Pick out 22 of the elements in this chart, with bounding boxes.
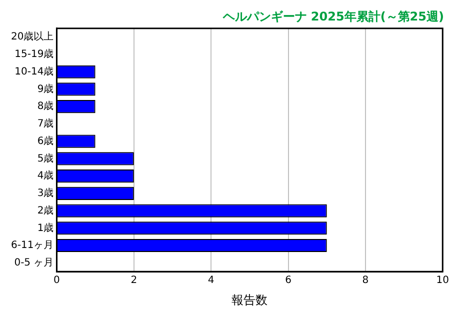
y-tick-label: 6歳 bbox=[37, 134, 54, 147]
x-tick-label: 10 bbox=[436, 275, 450, 286]
y-tick-label: 10-14歳 bbox=[14, 65, 54, 78]
y-tick-label: 1歳 bbox=[37, 222, 54, 234]
y-tick-label: 15-19歳 bbox=[14, 48, 54, 60]
chart-title: ヘルパンギーナ 2025年累計(～第25週) bbox=[222, 9, 444, 24]
y-tick-label: 3歳 bbox=[37, 187, 54, 200]
y-tick-label: 4歳 bbox=[37, 170, 54, 182]
y-tick-label: 6-11ヶ月 bbox=[11, 240, 54, 252]
x-tick-label: 6 bbox=[285, 275, 292, 286]
y-tick-label: 5歳 bbox=[37, 152, 54, 164]
x-tick-label: 0 bbox=[54, 275, 60, 286]
y-tick-label: 0-5 ヶ月 bbox=[14, 258, 54, 269]
y-tick-label: 20歳以上 bbox=[10, 30, 54, 43]
x-tick-label: 2 bbox=[130, 275, 138, 286]
x-axis-title: 報告数 bbox=[232, 292, 268, 307]
y-tick-label: 7歳 bbox=[37, 118, 54, 130]
x-tick-label: 4 bbox=[208, 275, 214, 286]
y-tick-label: 2歳 bbox=[37, 204, 54, 216]
y-tick-label: 9歳 bbox=[37, 82, 54, 95]
y-tick-label: 8歳 bbox=[37, 100, 54, 112]
x-tick-label: 8 bbox=[362, 275, 369, 286]
